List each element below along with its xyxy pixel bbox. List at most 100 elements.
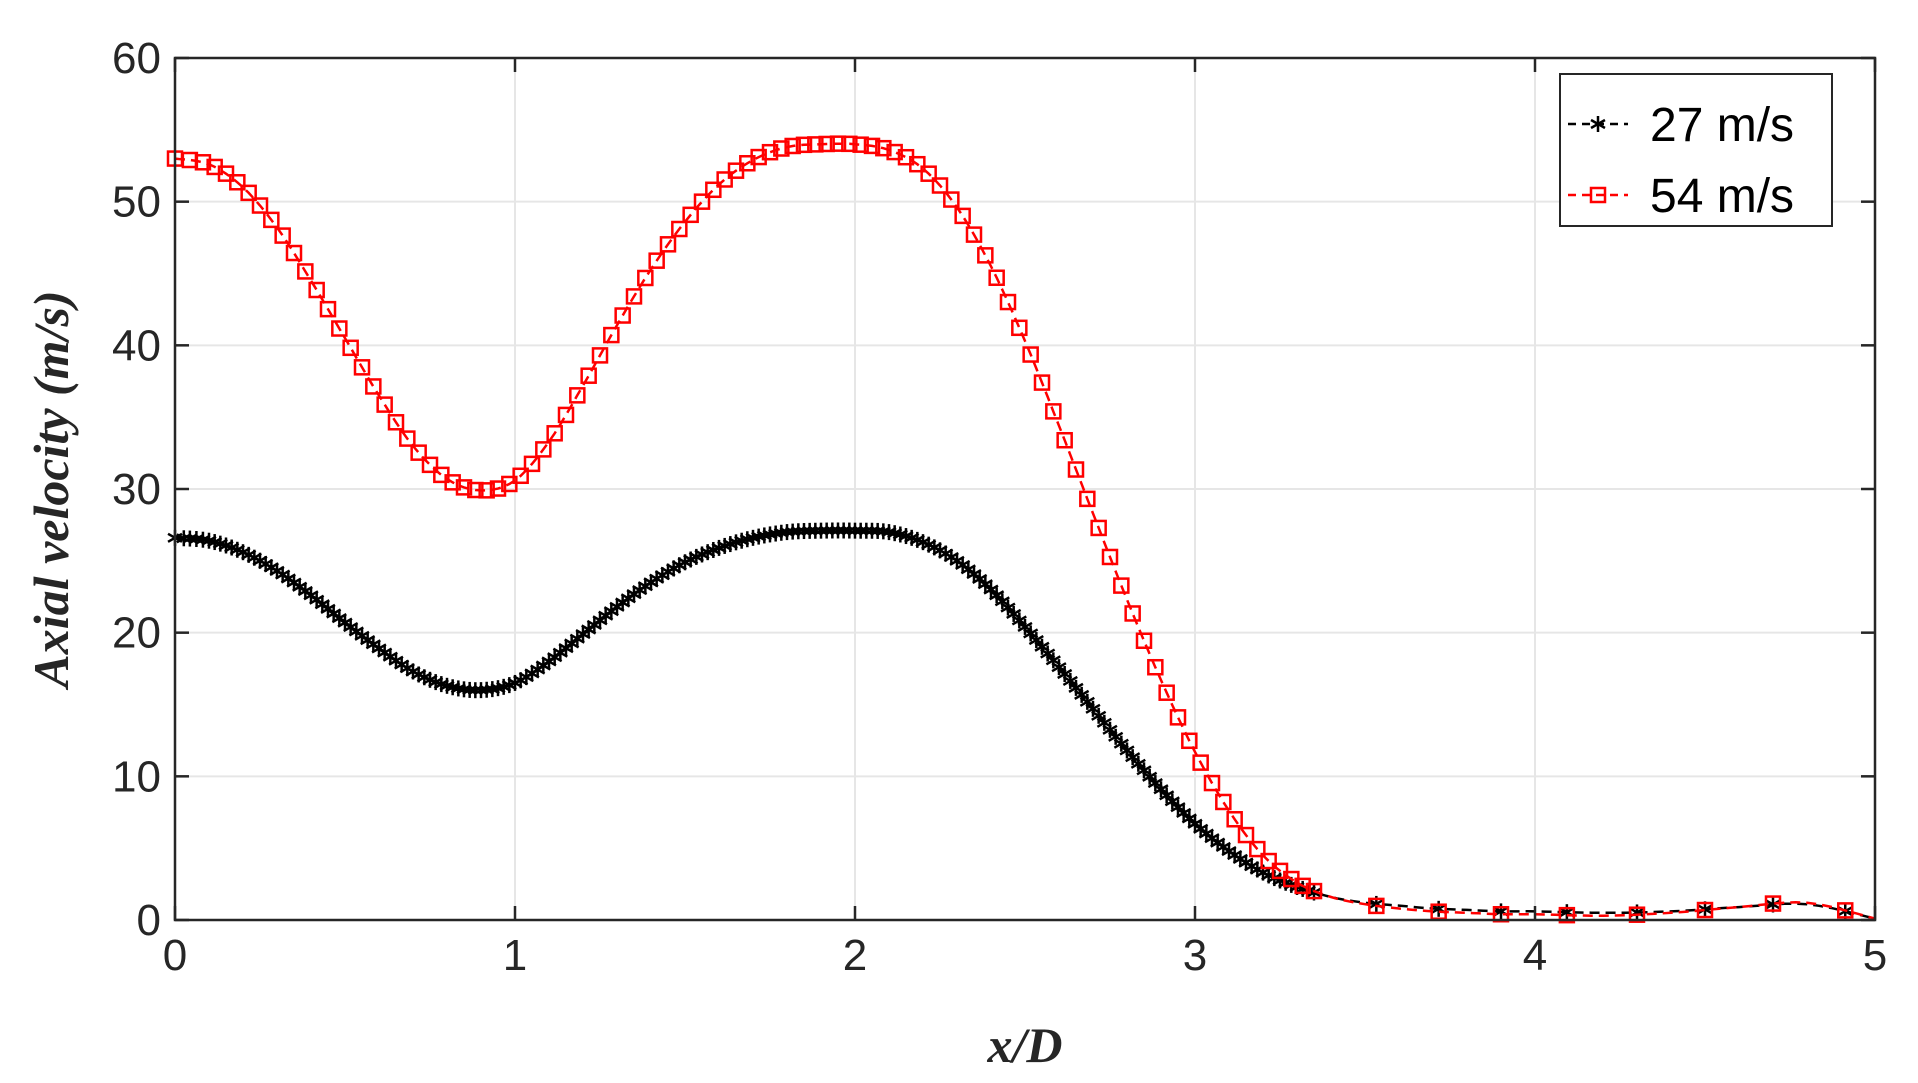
data-point xyxy=(444,474,461,491)
y-tick-label: 50 xyxy=(112,178,161,227)
data-point xyxy=(1079,490,1096,508)
asterisk-stroke xyxy=(1051,662,1067,673)
data-point xyxy=(625,288,643,305)
data-point xyxy=(319,300,337,318)
data-point xyxy=(421,456,439,474)
data-point xyxy=(614,307,631,324)
data-point xyxy=(829,135,847,152)
asterisk-stroke xyxy=(188,533,204,545)
data-point xyxy=(977,247,994,264)
data-point xyxy=(1158,684,1175,701)
data-point xyxy=(682,206,699,224)
series-line xyxy=(174,529,1876,920)
data-point xyxy=(1011,319,1028,337)
legend: 27 m/s 54 m/s xyxy=(1559,73,1833,227)
asterisk-stroke xyxy=(1119,745,1135,756)
data-point xyxy=(546,425,563,442)
data-point xyxy=(659,236,677,253)
data-point xyxy=(1147,658,1164,676)
legend-entry-2: 54 m/s xyxy=(1568,170,1794,223)
data-point xyxy=(523,455,541,473)
data-point xyxy=(761,143,779,161)
asterisk-stroke xyxy=(1011,615,1027,626)
asterisk-stroke xyxy=(1113,738,1129,749)
data-point xyxy=(1430,903,1447,920)
x-axis-label: x/D xyxy=(987,1017,1063,1073)
data-point xyxy=(512,467,529,485)
data-point xyxy=(557,406,575,424)
asterisk-stroke xyxy=(1590,118,1606,130)
legend-label: 54 m/s xyxy=(1650,170,1794,223)
asterisk-stroke xyxy=(1431,903,1447,914)
data-point xyxy=(399,430,416,447)
data-point xyxy=(1033,374,1051,391)
asterisk-stroke xyxy=(1136,765,1152,776)
data-point xyxy=(376,396,393,413)
data-point xyxy=(603,326,620,344)
data-point xyxy=(965,226,983,243)
data-point xyxy=(274,227,291,244)
asterisk-stroke xyxy=(1057,668,1073,680)
data-point xyxy=(1169,709,1187,726)
data-point xyxy=(852,136,869,153)
data-point xyxy=(773,140,790,157)
data-point xyxy=(988,269,1005,286)
data-point xyxy=(1124,605,1141,622)
data-point xyxy=(353,359,371,376)
x-tick-label: 5 xyxy=(1863,931,1887,980)
data-point xyxy=(285,244,303,262)
asterisk-stroke xyxy=(1170,802,1186,813)
asterisk-stroke xyxy=(1102,724,1118,735)
data-point xyxy=(1045,403,1062,420)
data-point xyxy=(176,530,192,547)
asterisk-stroke xyxy=(1164,796,1180,807)
data-point xyxy=(342,339,359,357)
data-point xyxy=(580,367,597,384)
asterisk-stroke xyxy=(1368,898,1384,910)
data-point xyxy=(705,181,722,199)
data-point xyxy=(693,193,711,210)
data-point xyxy=(1022,346,1039,363)
asterisk-stroke xyxy=(994,596,1010,607)
data-point xyxy=(807,136,824,153)
data-point xyxy=(229,174,246,191)
data-point xyxy=(909,155,926,173)
asterisk-stroke xyxy=(1000,602,1016,613)
x-tick-label: 3 xyxy=(1183,931,1207,980)
asterisk-stroke xyxy=(977,579,993,590)
series-1 xyxy=(167,522,1876,921)
data-point xyxy=(841,135,858,153)
data-point xyxy=(648,252,665,269)
data-point xyxy=(1056,431,1073,449)
asterisk-stroke xyxy=(1176,807,1192,819)
legend-label: 27 m/s xyxy=(1650,99,1794,152)
data-point xyxy=(263,211,280,229)
asterisk-stroke xyxy=(1040,648,1056,659)
data-point xyxy=(750,148,767,166)
y-tick-label: 30 xyxy=(112,465,161,514)
data-point xyxy=(194,154,212,171)
asterisk-stroke xyxy=(1074,689,1090,700)
x-tick-label: 4 xyxy=(1523,931,1547,980)
asterisk-stroke xyxy=(1306,887,1322,898)
x-tick-label: 2 xyxy=(843,931,867,980)
data-point xyxy=(863,137,881,155)
asterisk-stroke xyxy=(1079,696,1095,707)
data-point xyxy=(591,347,609,364)
data-point xyxy=(875,139,892,157)
data-point xyxy=(569,387,586,404)
data-point xyxy=(954,207,971,225)
y-axis-label: Axial velocity (m/s) xyxy=(23,290,79,690)
asterisk-stroke xyxy=(182,533,198,544)
data-point xyxy=(795,136,813,154)
data-point xyxy=(489,480,507,497)
data-point xyxy=(931,177,949,194)
data-point xyxy=(1192,754,1209,771)
asterisk-stroke xyxy=(1034,641,1050,652)
asterisk-stroke xyxy=(1017,621,1033,633)
asterisk-stroke xyxy=(1153,784,1169,795)
data-point xyxy=(1135,632,1153,649)
data-point xyxy=(1558,906,1576,924)
data-point xyxy=(1249,840,1266,858)
